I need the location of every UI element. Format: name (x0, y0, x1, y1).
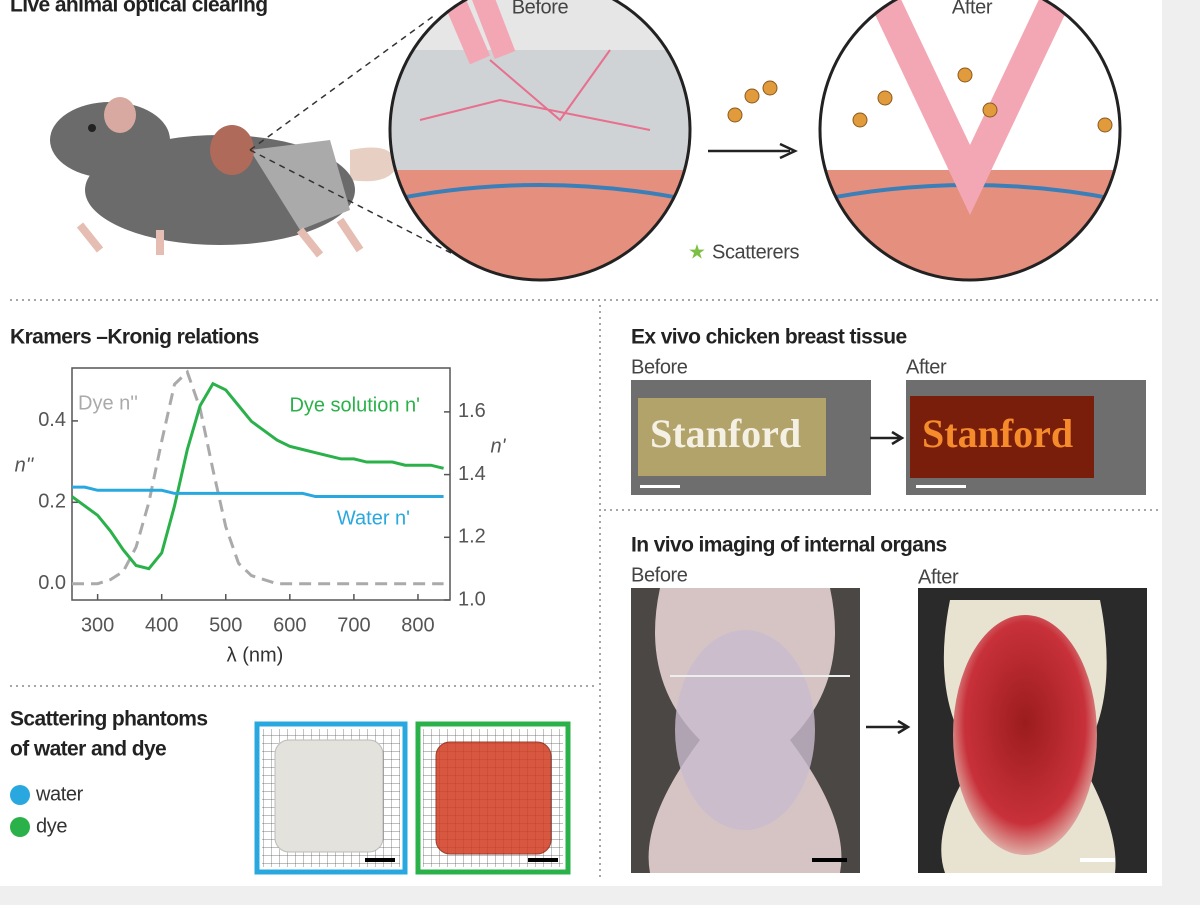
ex-vivo-before: Stanford (631, 380, 871, 495)
phantom-water (254, 721, 408, 875)
series-line (71, 381, 444, 571)
after-label: After (906, 356, 947, 378)
after-label: After (952, 0, 993, 18)
legend-label: Scatterers (712, 241, 800, 263)
chart-title: Kramers –Kronig relations (10, 326, 259, 349)
arrow (866, 719, 911, 735)
top-title: Live animal optical clearing (10, 0, 267, 17)
before-label: Before (631, 564, 688, 586)
y2-axis-label: n' (491, 435, 507, 457)
arrow (870, 430, 905, 446)
phantoms-title: of water and dye (10, 738, 166, 761)
series-label: Dye solution n' (289, 394, 420, 416)
arrow (708, 142, 798, 160)
y-tick-label: 0.2 (38, 491, 66, 513)
in-vivo-before (631, 588, 860, 873)
in-vivo-after (918, 588, 1147, 873)
y2-tick-label: 1.4 (458, 463, 486, 485)
series-label: Water n' (337, 507, 410, 529)
legend-swatch (10, 817, 30, 837)
x-tick-label: 300 (81, 614, 114, 636)
ex-vivo-after: Stanford (906, 380, 1146, 495)
phantoms-title: Scattering phantoms (10, 708, 207, 731)
y-axis-label: n'' (15, 454, 35, 476)
legend-swatch (10, 785, 30, 805)
series-line (72, 485, 444, 499)
in-vivo-title: In vivo imaging of internal organs (631, 534, 947, 557)
zoom-lines (249, 14, 456, 256)
circle-outline (818, 0, 1122, 282)
phantom-dye (415, 721, 571, 875)
x-tick-label: 400 (145, 614, 178, 636)
circle-outline (388, 0, 692, 282)
x-tick-label: 700 (337, 614, 370, 636)
y2-tick-label: 1.2 (458, 526, 486, 548)
dye-molecule (727, 80, 778, 123)
y2-tick-label: 1.6 (458, 400, 486, 422)
y2-tick-label: 1.0 (458, 588, 486, 610)
x-tick-label: 600 (273, 614, 306, 636)
legend-label: water (35, 783, 84, 805)
series-label: Dye n'' (78, 392, 138, 414)
after-label: After (918, 566, 959, 588)
x-tick-label: 500 (209, 614, 242, 636)
chart: 300 400 500 600 700 800 0.0 0.2 0.4 1.0 1.2 1.4 1.6 D… (38, 369, 486, 636)
before-label: Before (631, 356, 688, 378)
y-tick-label: 0.4 (38, 409, 66, 431)
ex-vivo-title: Ex vivo chicken breast tissue (631, 326, 907, 349)
y-tick-label: 0.0 (38, 572, 66, 594)
mouse (50, 97, 396, 258)
star-icon: ★ (688, 241, 706, 263)
legend: water dye (10, 783, 84, 837)
x-tick-label: 800 (401, 614, 434, 636)
series-line (72, 369, 444, 586)
sign-text: Stanford (922, 411, 1073, 456)
plot-frame (71, 367, 451, 601)
before-label: Before (512, 0, 569, 18)
sign-text: Stanford (650, 411, 801, 456)
legend-label: dye (36, 815, 67, 837)
x-axis-label: λ (nm) (227, 644, 284, 666)
